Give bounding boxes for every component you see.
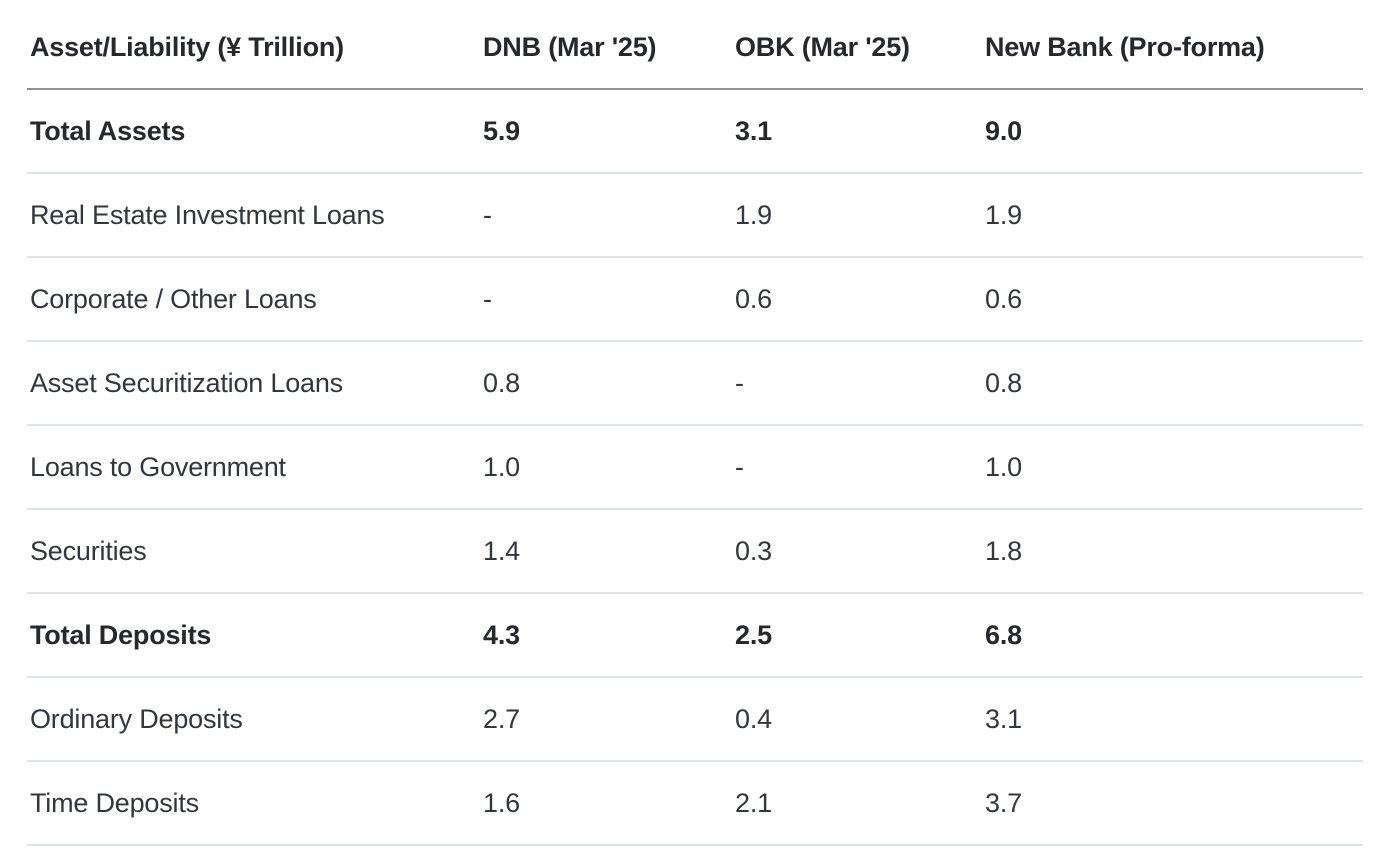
cell-value: 4.3 [483, 593, 735, 678]
row-label: Time Deposits [27, 761, 483, 846]
balance-sheet-table: Asset/Liability (¥ Trillion) DNB (Mar '2… [27, 6, 1363, 846]
balance-sheet: Asset/Liability (¥ Trillion) DNB (Mar '2… [27, 6, 1363, 846]
cell-value: 1.8 [985, 509, 1363, 594]
row-label: Real Estate Investment Loans [27, 173, 483, 258]
cell-value: 5.9 [483, 89, 735, 174]
row-label: Corporate / Other Loans [27, 257, 483, 342]
cell-value: 2.7 [483, 677, 735, 762]
cell-value: 1.4 [483, 509, 735, 594]
table-header: Asset/Liability (¥ Trillion) DNB (Mar '2… [27, 6, 1363, 90]
table-row: Total Assets 5.9 3.1 9.0 [27, 89, 1363, 174]
cell-value: 0.6 [985, 257, 1363, 342]
cell-value: 6.8 [985, 593, 1363, 678]
table-body: Total Assets 5.9 3.1 9.0 Real Estate Investm… [27, 89, 1363, 846]
table-row: Corporate / Other Loans -0.6 0.6 [27, 257, 1363, 342]
cell-value: 0.8 [483, 341, 735, 426]
cell-value: 2.1 [735, 761, 985, 846]
cell-value: - [483, 257, 735, 342]
column-header-dnb: DNB (Mar '25) [483, 6, 735, 90]
cell-value: - [483, 173, 735, 258]
table-row: Asset Securitization Loans 0.8-0.8 [27, 341, 1363, 426]
cell-value: 9.0 [985, 89, 1363, 174]
cell-value: 0.3 [735, 509, 985, 594]
header-row: Asset/Liability (¥ Trillion) DNB (Mar '2… [27, 6, 1363, 90]
row-label: Asset Securitization Loans [27, 341, 483, 426]
cell-value: 1.9 [735, 173, 985, 258]
cell-value: 1.9 [985, 173, 1363, 258]
cell-value: 0.6 [735, 257, 985, 342]
cell-value: - [735, 341, 985, 426]
table-row: Loans to Government 1.0-1.0 [27, 425, 1363, 510]
row-label: Total Deposits [27, 593, 483, 678]
cell-value: 3.1 [985, 677, 1363, 762]
cell-value: 1.0 [483, 425, 735, 510]
row-label: Ordinary Deposits [27, 677, 483, 762]
cell-value: 3.7 [985, 761, 1363, 846]
cell-value: 1.6 [483, 761, 735, 846]
column-header-asset-liability: Asset/Liability (¥ Trillion) [27, 6, 483, 90]
table-row: Total Deposits 4.3 2.5 6.8 [27, 593, 1363, 678]
row-label: Loans to Government [27, 425, 483, 510]
row-label: Securities [27, 509, 483, 594]
column-header-new-bank: New Bank (Pro-forma) [985, 6, 1363, 90]
table-row: Ordinary Deposits 2.7 0.4 3.1 [27, 677, 1363, 762]
row-label: Total Assets [27, 89, 483, 174]
cell-value: 0.4 [735, 677, 985, 762]
cell-value: 0.8 [985, 341, 1363, 426]
column-header-obk: OBK (Mar '25) [735, 6, 985, 90]
table-row: Time Deposits 1.6 2.1 3.7 [27, 761, 1363, 846]
cell-value: 3.1 [735, 89, 985, 174]
table-row: Real Estate Investment Loans -1.9 1.9 [27, 173, 1363, 258]
cell-value: 2.5 [735, 593, 985, 678]
table-row: Securities 1.4 0.3 1.8 [27, 509, 1363, 594]
cell-value: - [735, 425, 985, 510]
cell-value: 1.0 [985, 425, 1363, 510]
